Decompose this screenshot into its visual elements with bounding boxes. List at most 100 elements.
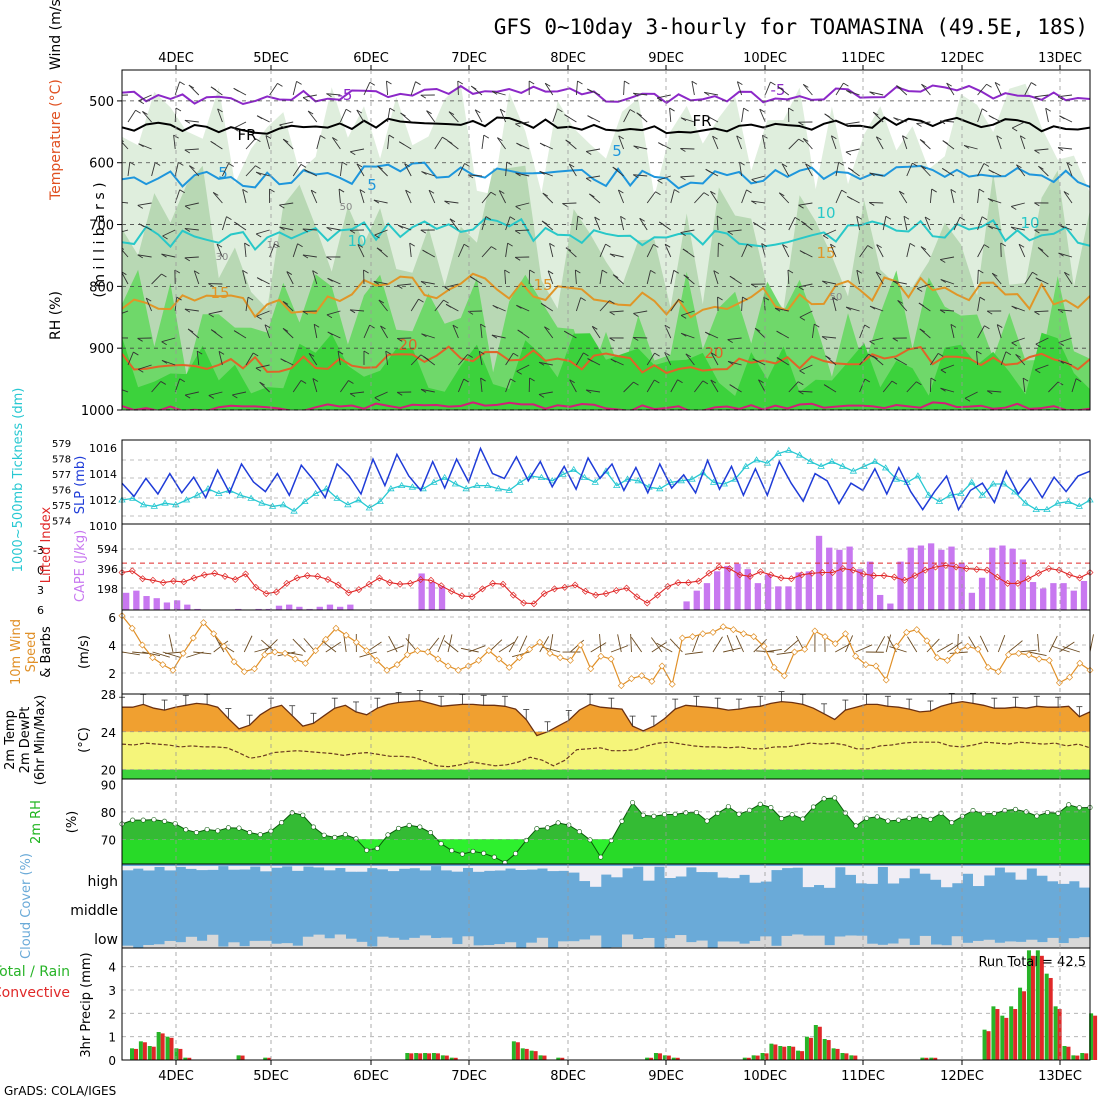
wind-barb-flag <box>897 300 903 304</box>
cloud-high-gap <box>324 866 336 871</box>
thickness-marker <box>440 473 449 480</box>
wind-barb <box>282 301 294 312</box>
date-label-bottom: 11DEC <box>841 1069 885 1084</box>
rh-marker <box>172 821 178 827</box>
cloud-low-gap <box>143 945 155 948</box>
wind-barb <box>670 379 678 393</box>
wind10m-marker <box>913 626 921 634</box>
cloud-low-gap <box>409 937 421 948</box>
wind-barb-flag <box>217 108 223 113</box>
cloud-low-gap <box>866 943 878 948</box>
wind-barb <box>751 175 766 180</box>
rh-marker <box>725 804 731 810</box>
cloud-high-gap <box>621 866 634 869</box>
precip-convective-bar <box>524 1048 529 1060</box>
li-marker <box>448 587 456 595</box>
li-marker <box>612 586 620 594</box>
cloud-low-gap <box>855 935 868 948</box>
wind-barb <box>515 121 530 125</box>
li-marker <box>396 580 404 588</box>
wind10m-marker <box>414 647 421 655</box>
wind-barb <box>420 388 435 393</box>
cloud-high-gap <box>228 866 240 870</box>
li-marker <box>921 566 929 574</box>
wind-barb <box>377 165 388 177</box>
wind-barb-flag <box>770 81 776 86</box>
precip-total-bar <box>529 1050 534 1060</box>
wind-barb <box>1011 226 1025 231</box>
cape-bar <box>856 569 863 610</box>
wind-barb <box>161 253 176 258</box>
wind10m-barb <box>631 636 643 653</box>
li-marker <box>303 572 311 580</box>
wind-barb <box>680 175 695 178</box>
cloud-high-gap <box>239 866 251 870</box>
cloud-low-gap <box>1047 937 1059 948</box>
wind-barb-flag <box>869 91 875 96</box>
wind10m-barb <box>214 636 225 653</box>
rh-marker <box>1013 806 1019 812</box>
thickness-marker <box>871 457 879 464</box>
wind-barb <box>184 308 199 312</box>
cloud-low-gap <box>802 935 815 948</box>
wind-barb <box>774 307 789 312</box>
wind-barb <box>1034 310 1049 313</box>
wind-barb-flag <box>184 228 191 232</box>
wind10m-barb <box>186 651 204 658</box>
date-label-top: 5DEC <box>253 51 289 66</box>
precip-tick-label: 4 <box>108 961 116 975</box>
wind-barb <box>161 337 176 343</box>
cloud-low-gap <box>643 937 655 948</box>
wind-barb-flag <box>1011 206 1017 210</box>
cloud-low-gap <box>504 942 517 948</box>
cloud-high-gap <box>685 866 698 868</box>
wind-barb <box>639 217 648 231</box>
wind-barb <box>929 189 933 204</box>
wind-barb <box>542 192 554 204</box>
wind-barb-flag <box>912 162 918 167</box>
li-marker <box>159 579 167 587</box>
wind10m-marker <box>1015 649 1023 657</box>
wind10m-barb <box>1008 640 1023 653</box>
wind-barb-flag <box>357 244 364 248</box>
li-marker <box>262 590 270 598</box>
wind10m-marker <box>943 656 951 664</box>
rh-marker <box>906 815 912 821</box>
contour-label: 5 <box>612 142 622 160</box>
wind10m-barb <box>168 634 174 653</box>
wind10m-marker <box>607 655 615 663</box>
precip-total-bar <box>671 1057 676 1060</box>
wind-barb <box>710 379 719 393</box>
wind10m-marker <box>1025 651 1033 659</box>
wind-barb-flag <box>396 391 403 396</box>
wind10m-marker <box>658 662 666 670</box>
cloud-high-gap <box>994 866 1006 868</box>
wind10m-marker <box>994 668 1002 676</box>
wind-barb <box>646 191 656 204</box>
cape-bar <box>754 583 762 610</box>
cloud-low-gap <box>419 935 432 948</box>
wind-barb <box>736 135 743 150</box>
contour-label: 50 <box>830 292 843 303</box>
precip-total-bar <box>1018 987 1023 1060</box>
wind-barb <box>586 148 601 152</box>
wind-barb <box>594 216 601 231</box>
wind-barb-flag <box>981 216 988 221</box>
wind-barb-flag <box>1038 165 1044 170</box>
cloud-low-gap <box>770 945 783 948</box>
cloud-high-gap <box>1004 866 1017 873</box>
wind10m-barb <box>1037 634 1040 653</box>
wind-barb-flag <box>184 119 191 124</box>
wind-barb-flag <box>892 337 899 342</box>
thickness-marker <box>1054 499 1062 506</box>
cloud-low-gap <box>260 940 272 948</box>
rh-marker <box>768 805 774 811</box>
wind-barb-flag <box>942 140 948 145</box>
wind-barb <box>586 389 601 393</box>
wind-barb <box>292 81 298 96</box>
wind-barb <box>357 244 365 258</box>
wind10m-marker <box>862 661 870 669</box>
wind-barb <box>987 390 1002 393</box>
cloud-high-gap <box>249 866 261 867</box>
